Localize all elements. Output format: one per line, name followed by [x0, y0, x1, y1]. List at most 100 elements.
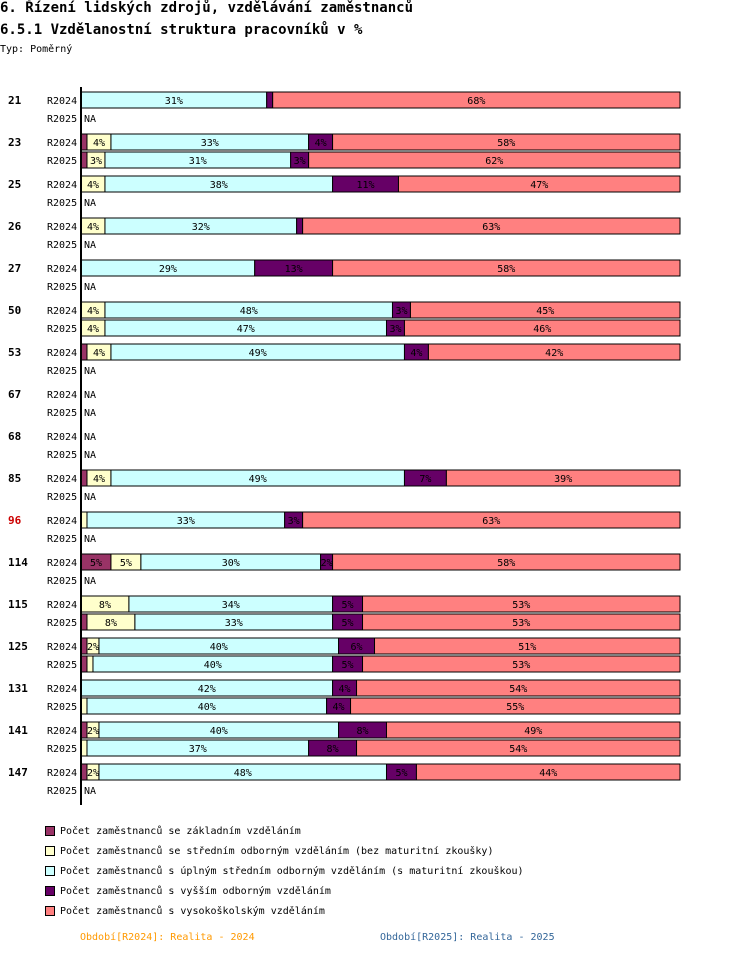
bar-label-141-r2024-s4: 8%: [357, 726, 369, 737]
bar-label-25-r2024-s5: 47%: [530, 180, 548, 191]
bar-131-r2024-s5: [356, 679, 681, 697]
period-label-147-r2024: R2024: [47, 768, 77, 779]
bar-label-114-r2024-s3: 30%: [222, 558, 240, 569]
group-label-26: 26: [8, 220, 22, 233]
bar-label-23-r2025-s4: 3%: [294, 156, 306, 167]
legend-item-zakladni: Počet zaměstnanců se základním vzděláním: [45, 826, 301, 837]
bar-label-27-r2024-s3: 29%: [159, 264, 177, 275]
bar-label-26-r2024-s2: 4%: [87, 222, 99, 233]
footer-period-2024: Období[R2024]: Realita - 2024: [80, 932, 255, 943]
group-label-21: 21: [8, 94, 22, 107]
period-label-68-r2024: R2024: [47, 432, 77, 443]
bar-label-125-r2024-s2: 2%: [87, 642, 99, 653]
bar-label-131-r2024-s4: 4%: [339, 684, 351, 695]
legend-label-stredni: Počet zaměstnanců se středním odborným v…: [60, 846, 494, 857]
na-label-68-r2024: NA: [84, 432, 96, 443]
period-label-67-r2024: R2024: [47, 390, 77, 401]
period-label-21-r2024: R2024: [47, 96, 77, 107]
bar-23-r2024-s5: [332, 133, 681, 151]
bar-53-r2024-s5: [427, 343, 681, 361]
bar-label-114-r2024-s5: 58%: [497, 558, 515, 569]
bar-label-125-r2025-s5: 53%: [512, 660, 530, 671]
bar-label-26-r2024-s3: 32%: [192, 222, 210, 233]
bar-114-r2024-s5: [332, 553, 681, 571]
bar-label-50-r2024-s2: 4%: [87, 306, 99, 317]
bar-label-125-r2024-s5: 51%: [518, 642, 536, 653]
na-label-67-r2024: NA: [84, 390, 96, 401]
bar-label-115-r2025-s2: 8%: [105, 618, 117, 629]
bar-label-85-r2024-s4: 7%: [419, 474, 431, 485]
period-label-131-r2024: R2024: [47, 684, 77, 695]
bar-label-50-r2025-s4: 3%: [389, 324, 401, 335]
bar-125-r2025-s5: [362, 655, 681, 673]
period-label-125-r2025: R2025: [47, 660, 77, 671]
bar-label-53-r2024-s3: 49%: [249, 348, 267, 359]
bar-26-r2024-s5: [302, 217, 681, 235]
bar-23-r2025-s5: [308, 151, 681, 169]
bar-label-114-r2024-s4: 2%: [321, 558, 333, 569]
legend-item-stredni: Počet zaměstnanců se středním odborným v…: [45, 846, 493, 857]
bar-label-50-r2024-s5: 45%: [536, 306, 554, 317]
legend-swatch-vysokoskolske: [45, 906, 55, 916]
legend-swatch-zakladni: [45, 826, 55, 836]
chart-type-label: Typ: Poměrný: [0, 44, 73, 55]
bar-label-27-r2024-s4: 13%: [285, 264, 303, 275]
bar-label-125-r2024-s3: 40%: [210, 642, 228, 653]
group-label-53: 53: [8, 346, 21, 359]
legend-label-vyssi-odborne: Počet zaměstnanců s vyšším odborným vzdě…: [60, 886, 331, 897]
bar-label-115-r2024-s2: 8%: [99, 600, 111, 611]
bar-label-115-r2024-s4: 5%: [342, 600, 354, 611]
bar-85-r2024-s5: [445, 469, 681, 487]
period-label-53-r2025: R2025: [47, 366, 77, 377]
bar-label-50-r2025-s3: 47%: [237, 324, 255, 335]
period-label-67-r2025: R2025: [47, 408, 77, 419]
na-label-26-r2025: NA: [84, 240, 96, 251]
bar-label-114-r2024-s1: 5%: [90, 558, 102, 569]
group-label-27: 27: [8, 262, 21, 275]
bar-label-23-r2024-s3: 33%: [201, 138, 219, 149]
bar-label-96-r2024-s4: 3%: [288, 516, 300, 527]
bar-label-26-r2024-s5: 63%: [482, 222, 500, 233]
stacked-bar-chart: 21 R2024 31% 68% R2025 NA 23 R2024 4% 33% 4% 58% R20…: [8, 87, 681, 805]
bar-label-147-r2024-s2: 2%: [87, 768, 99, 779]
bar-label-96-r2024-s3: 33%: [177, 516, 195, 527]
bar-label-147-r2024-s4: 5%: [395, 768, 407, 779]
period-label-85-r2024: R2024: [47, 474, 77, 485]
group-label-115: 115: [8, 598, 28, 611]
bar-25-r2024-s5: [397, 175, 681, 193]
bar-label-50-r2024-s4: 3%: [395, 306, 407, 317]
bar-115-r2024-s5: [362, 595, 681, 613]
period-label-26-r2025: R2025: [47, 240, 77, 251]
period-label-50-r2024: R2024: [47, 306, 77, 317]
bar-label-141-r2025-s4: 8%: [327, 744, 339, 755]
bar-label-147-r2024-s5: 44%: [539, 768, 557, 779]
bar-label-141-r2024-s3: 40%: [210, 726, 228, 737]
bar-label-114-r2024-s2: 5%: [120, 558, 132, 569]
bar-label-131-r2024-s3: 42%: [198, 684, 216, 695]
bar-label-50-r2025-s5: 46%: [533, 324, 551, 335]
bar-label-25-r2024-s2: 4%: [87, 180, 99, 191]
legend-item-uplne-stredni: Počet zaměstnanců s úplným středním odbo…: [45, 866, 524, 877]
group-label-85: 85: [8, 472, 21, 485]
group-label-23: 23: [8, 136, 21, 149]
bar-label-25-r2024-s4: 11%: [356, 180, 374, 191]
legend-item-vysokoskolske: Počet zaměstnanců s vysokoškolským vzděl…: [45, 906, 325, 917]
period-label-114-r2024: R2024: [47, 558, 77, 569]
group-label-25: 25: [8, 178, 21, 191]
na-label-68-r2025: NA: [84, 450, 96, 461]
period-label-115-r2025: R2025: [47, 618, 77, 629]
bar-label-115-r2025-s5: 53%: [512, 618, 530, 629]
period-label-25-r2024: R2024: [47, 180, 77, 191]
bar-21-r2024-s4: [266, 91, 274, 109]
group-label-96: 96: [8, 514, 22, 527]
bar-label-50-r2025-s2: 4%: [87, 324, 99, 335]
bar-label-53-r2024-s5: 42%: [545, 348, 563, 359]
bar-label-23-r2024-s5: 58%: [497, 138, 515, 149]
bar-label-115-r2024-s3: 34%: [222, 600, 240, 611]
legend-swatch-stredni: [45, 846, 55, 856]
na-label-53-r2025: NA: [84, 366, 96, 377]
bar-115-r2025-s5: [362, 613, 681, 631]
bar-label-115-r2025-s3: 33%: [225, 618, 243, 629]
bar-label-21-r2024-s5: 68%: [467, 96, 485, 107]
period-label-141-r2025: R2025: [47, 744, 77, 755]
